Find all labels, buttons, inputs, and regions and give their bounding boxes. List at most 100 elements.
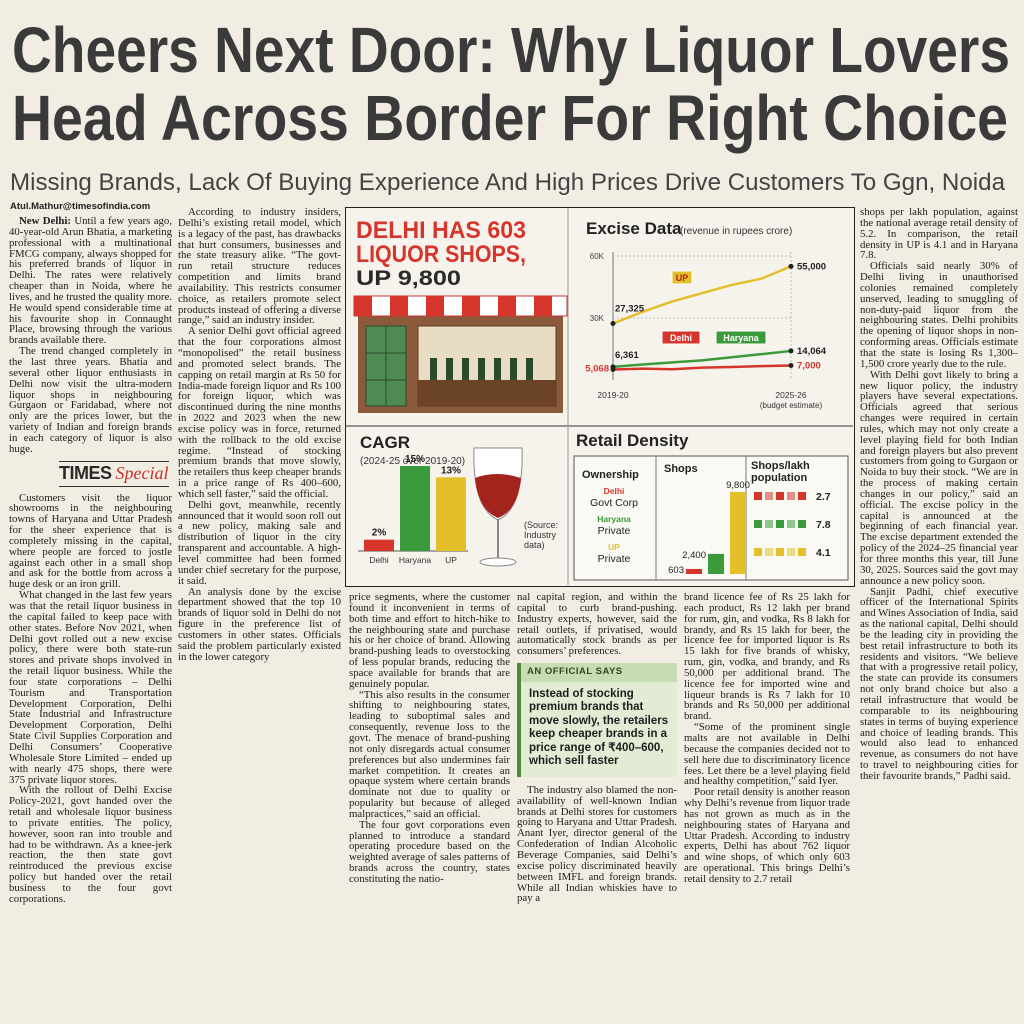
data-label: 15% bbox=[405, 454, 425, 465]
chart-title: Excise Data bbox=[586, 219, 682, 238]
chart-subtitle: (2024-25 over 2019-20) bbox=[360, 456, 465, 467]
glass-foot bbox=[479, 557, 517, 567]
infographic-svg: DELHI HAS 603 LIQUOR SHOPS, UP 9,800 Exc… bbox=[346, 208, 853, 585]
row-label: UP bbox=[608, 542, 620, 552]
density-value: 2.7 bbox=[816, 491, 831, 503]
bar bbox=[708, 553, 724, 574]
row-ownership: Private bbox=[598, 553, 631, 565]
x-tick-label: UP bbox=[445, 555, 457, 565]
series-line bbox=[612, 364, 792, 371]
quote-box: AN OFFICIAL SAYS Instead of stocking pre… bbox=[517, 663, 677, 777]
paragraph: nal capital region, and within the capit… bbox=[517, 592, 677, 658]
density-icon bbox=[787, 492, 795, 500]
data-point bbox=[788, 263, 794, 269]
legend-label: UP bbox=[676, 273, 689, 283]
column: price segments, where the customer found… bbox=[349, 592, 510, 1020]
density-icon bbox=[776, 548, 784, 556]
chart-subtitle: (revenue in rupees crore) bbox=[680, 226, 792, 237]
awning-stripes bbox=[354, 296, 552, 316]
headline: Head Across Border For Right Choice bbox=[12, 82, 1008, 154]
source: (Source: Industry data) bbox=[524, 520, 559, 550]
density-value: 7.8 bbox=[816, 519, 831, 531]
density-icon bbox=[798, 548, 806, 556]
density-icon bbox=[754, 548, 762, 556]
paragraph: What changed in the last few years was t… bbox=[9, 589, 172, 786]
density-icon bbox=[765, 492, 773, 500]
header: Cheers Next Door: Why Liquor Lovers Head… bbox=[10, 14, 1010, 196]
headline: Cheers Next Door: Why Liquor Lovers bbox=[12, 14, 1010, 86]
bar bbox=[436, 477, 466, 551]
paragraph: “Some of the prominent single malts are … bbox=[684, 721, 850, 788]
paragraph: brand licence fee of Rs 25 lakh for each… bbox=[684, 592, 850, 723]
chart-title: CAGR bbox=[360, 433, 410, 452]
legend-label: Delhi bbox=[670, 333, 692, 343]
paragraph: With Delhi govt likely to bring a new li… bbox=[860, 368, 1018, 587]
density-icon bbox=[765, 520, 773, 528]
column: According to industry insiders, Delhi’s … bbox=[178, 207, 341, 1020]
row-ownership: Private bbox=[598, 525, 631, 537]
x-tick-label: 2019-20 bbox=[597, 390, 628, 400]
paragraph: Customers visit the liquor showrooms in … bbox=[9, 491, 172, 591]
x-tick-label: 2025-26 bbox=[775, 390, 806, 400]
data-point bbox=[788, 348, 794, 354]
paragraph: price segments, where the customer found… bbox=[349, 592, 510, 690]
section-logo: TIMES Special bbox=[59, 460, 169, 487]
paragraph-text: Until a few years ago, 40-year-old Arun … bbox=[9, 216, 172, 347]
info-headline: DELHI HAS 603 bbox=[356, 217, 526, 244]
density-icon bbox=[787, 548, 795, 556]
x-tick-label: Delhi bbox=[369, 555, 388, 565]
density-icon bbox=[787, 520, 795, 528]
source-box: (Source: Industry data) bbox=[524, 520, 559, 550]
legend-swatch bbox=[715, 330, 767, 345]
subheadline: Missing Brands, Lack Of Buying Experienc… bbox=[10, 169, 1006, 196]
table-header: Shops/lakh population bbox=[751, 460, 810, 484]
data-point bbox=[610, 367, 616, 373]
data-label: 14,064 bbox=[797, 346, 827, 357]
column: New Delhi: Until a few years ago, 40-yea… bbox=[9, 216, 172, 1020]
paragraph: According to industry insiders, Delhi’s … bbox=[178, 207, 341, 327]
byline: Atul.Mathur@timesofindia.com bbox=[10, 201, 151, 212]
data-label: 7,000 bbox=[797, 361, 821, 372]
legend-swatch bbox=[671, 270, 693, 285]
legend-swatch bbox=[661, 330, 701, 345]
row-label: Haryana bbox=[597, 514, 631, 524]
density-icon bbox=[754, 492, 762, 500]
data-point bbox=[610, 321, 616, 327]
paragraph: The trend changed completely in the last… bbox=[9, 345, 172, 455]
series-line bbox=[612, 265, 792, 325]
row-label: Delhi bbox=[604, 486, 625, 496]
counter-front bbox=[418, 380, 556, 406]
wine bbox=[475, 474, 521, 518]
paragraph: shops per lakh population, against the n… bbox=[860, 207, 1018, 262]
infographic: DELHI HAS 603 LIQUOR SHOPS, UP 9,800 Exc… bbox=[345, 207, 855, 587]
data-label: 5,068 bbox=[585, 364, 609, 375]
data-label: 603 bbox=[668, 565, 684, 576]
bar bbox=[400, 466, 430, 551]
column: nal capital region, and within the capit… bbox=[517, 592, 677, 1020]
paragraph: Poor retail density is another reason wh… bbox=[684, 786, 850, 885]
density-icon bbox=[776, 492, 784, 500]
density-icon bbox=[754, 520, 762, 528]
table-header: Shops bbox=[664, 463, 698, 475]
table-header-box: Shops/lakh population bbox=[751, 460, 810, 484]
wine-glass bbox=[473, 447, 523, 567]
dateline: New Delhi: bbox=[19, 216, 71, 227]
row-ownership: Govt Corp bbox=[590, 497, 638, 509]
quote-text: Instead of stocking premium brands that … bbox=[529, 687, 669, 768]
x-note: (budget estimate) bbox=[760, 401, 823, 410]
bar bbox=[730, 492, 746, 574]
logo-label: Special bbox=[115, 463, 169, 484]
quote-label: AN OFFICIAL SAYS bbox=[521, 663, 677, 682]
data-label: 13% bbox=[441, 465, 461, 476]
bar bbox=[364, 539, 394, 551]
chart-title: Retail Density bbox=[576, 431, 689, 450]
series-line bbox=[612, 349, 792, 369]
paragraph: Delhi govt, meanwhile, recently announce… bbox=[178, 498, 341, 587]
paragraph: “This also results in the consumer shift… bbox=[349, 688, 510, 820]
data-label: 55,000 bbox=[797, 261, 826, 272]
paragraph: New Delhi: Until a few years ago, 40-yea… bbox=[9, 216, 172, 346]
density-icon bbox=[798, 520, 806, 528]
table-header: Ownership bbox=[582, 469, 639, 481]
paragraph: With the rollout of Delhi Excise Policy-… bbox=[9, 784, 172, 905]
